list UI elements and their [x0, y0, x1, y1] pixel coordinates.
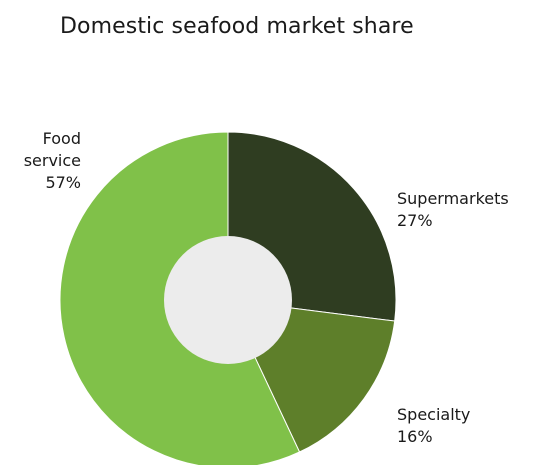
label-food-service-line2: service	[23, 151, 81, 170]
label-supermarkets-value: 27%	[397, 211, 433, 230]
label-supermarkets-name: Supermarkets	[397, 189, 509, 208]
donut-hole	[164, 236, 292, 364]
label-food-service: Food service 57%	[24, 128, 81, 194]
label-supermarkets: Supermarkets 27%	[397, 188, 509, 232]
label-specialty-name: Specialty	[397, 405, 471, 424]
label-specialty-value: 16%	[397, 427, 433, 446]
label-specialty: Specialty 16%	[397, 404, 470, 448]
label-food-service-value: 57%	[45, 173, 81, 192]
label-food-service-line1: Food	[42, 129, 81, 148]
chart-title: Domestic seafood market share	[60, 14, 414, 39]
